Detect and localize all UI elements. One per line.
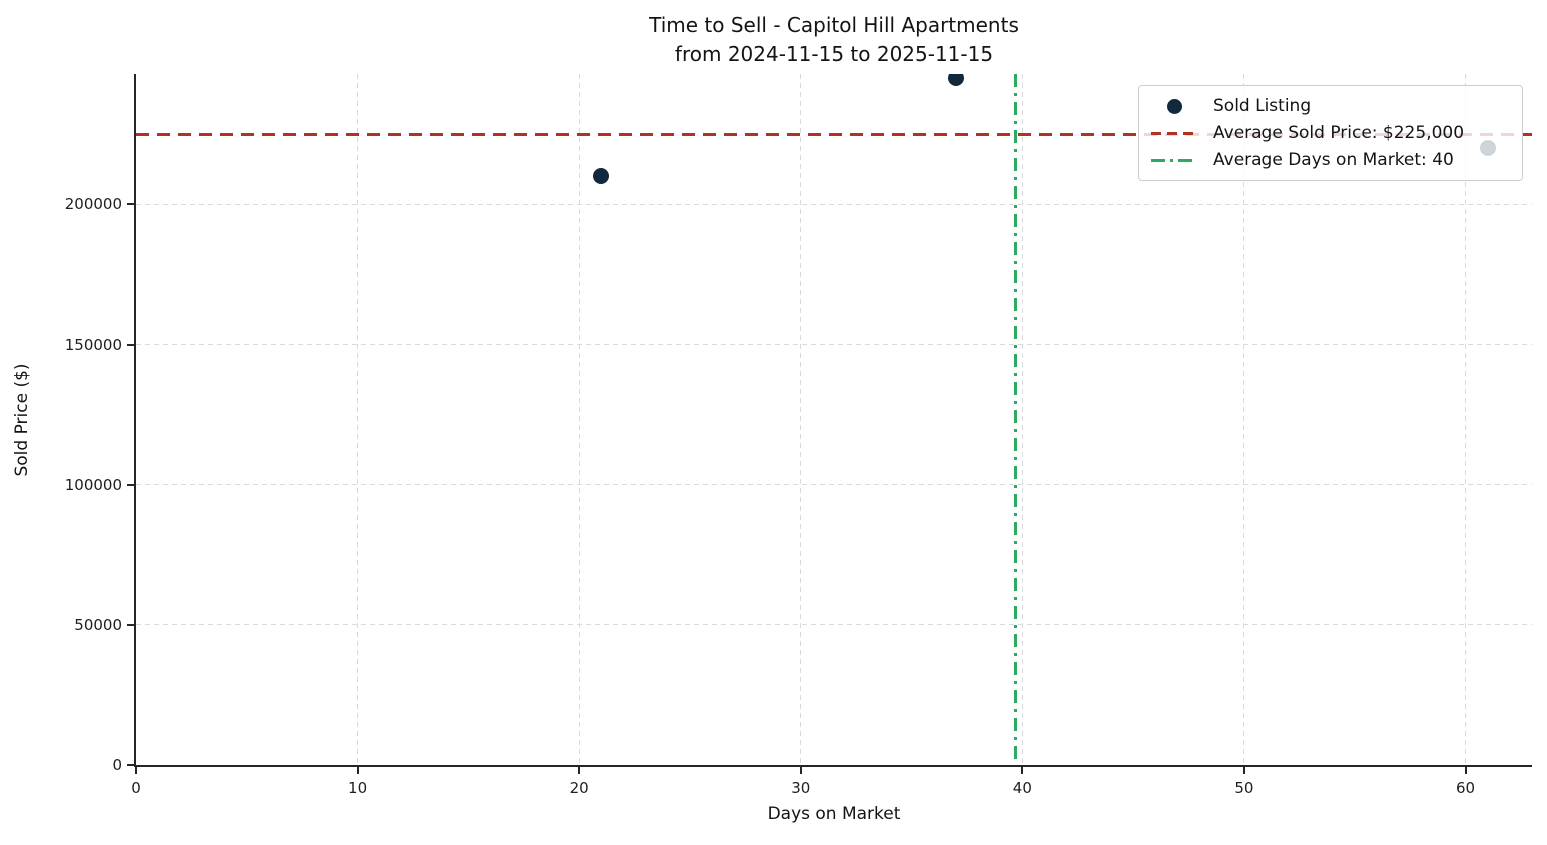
x-tick-10 [356,765,359,774]
x-tick-50 [1242,765,1245,774]
scatter-marker-icon [1166,98,1182,114]
legend-label: Average Days on Market: 40 [1213,150,1454,170]
y-tick-label-150000: 150000 [64,335,122,354]
gridline-x-10 [357,74,359,765]
legend-item-average-sold-price: Average Sold Price: $225,000 [1151,120,1522,146]
x-axis-spine [134,765,1532,767]
x-tick-label-20: 20 [569,779,589,797]
gridline-x-30 [800,74,802,765]
chart-title-block: Time to Sell - Capitol Hill Apartments f… [136,11,1532,69]
x-tick-label-30: 30 [791,779,811,797]
y-tick-50000 [127,623,136,626]
legend-item-sold-listing: Sold Listing [1151,93,1522,119]
y-tick-label-50000: 50000 [74,615,122,634]
data-point [593,168,610,185]
y-tick-150000 [127,343,136,346]
gridline-x-50 [1243,74,1245,765]
gridline-x-20 [578,74,580,765]
legend-label: Average Sold Price: $225,000 [1213,123,1465,143]
refline-average-sold-price [136,132,1532,136]
legend-sample [1151,98,1197,114]
x-axis-label: Days on Market [767,804,901,824]
x-tick-label-50: 50 [1234,779,1254,797]
x-tick-label-40: 40 [1012,779,1032,797]
gridline-x-60 [1465,74,1467,765]
dashdot-line-icon [1151,158,1197,162]
legend-sample [1151,158,1197,162]
x-tick-0 [135,765,137,774]
y-tick-100000 [127,483,136,486]
y-tick-200000 [127,203,136,206]
y-axis-label: Sold Price ($) [12,363,32,477]
data-point [947,74,964,87]
y-tick-label-100000: 100000 [64,475,122,494]
refline-average-days-on-market [1013,74,1017,765]
legend-item-average-days: Average Days on Market: 40 [1151,147,1522,173]
legend-sample [1151,131,1197,135]
chart-subtitle: from 2024-11-15 to 2025-11-15 [674,42,994,66]
legend: Sold Listing Average Sold Price: $225,00… [1138,85,1523,181]
gridline-y-150000 [136,344,1532,345]
dashed-line-icon [1151,131,1197,135]
gridline-y-100000 [136,484,1532,486]
legend-label: Sold Listing [1213,96,1312,116]
x-tick-30 [799,765,802,774]
y-tick-0 [127,764,136,766]
gridline-x-40 [1021,74,1023,765]
x-tick-20 [578,765,581,774]
y-tick-label-0: 0 [112,756,122,774]
chart-title: Time to Sell - Capitol Hill Apartments [649,13,1019,37]
x-tick-label-0: 0 [131,779,141,797]
x-tick-label-10: 10 [348,779,368,797]
x-tick-60 [1464,765,1467,774]
y-axis-spine [134,74,136,767]
gridline-y-200000 [136,203,1532,205]
plot-area: Sold Listing Average Sold Price: $225,00… [136,74,1532,765]
x-tick-label-60: 60 [1455,779,1476,797]
gridline-y-50000 [136,624,1532,626]
y-tick-label-200000: 200000 [64,195,122,214]
x-tick-40 [1021,765,1024,774]
